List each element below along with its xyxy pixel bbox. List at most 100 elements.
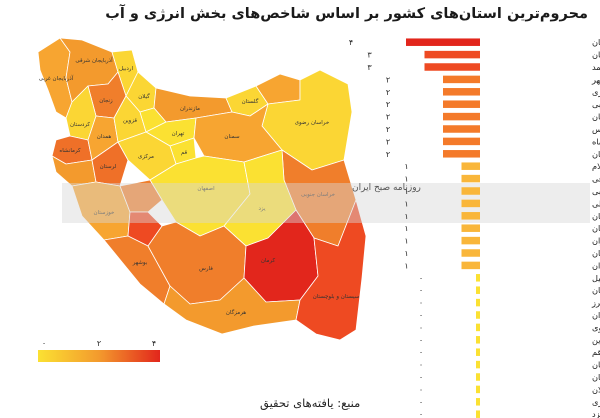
- province-semnan: [193, 103, 283, 163]
- bar: [424, 63, 480, 71]
- bar-value-label: ۰: [419, 286, 423, 295]
- category-label: ۲۹. گیلان: [592, 384, 600, 394]
- bar: [476, 286, 480, 294]
- map-label-zanjan: زنجان: [99, 98, 113, 104]
- bar: [461, 174, 480, 183]
- bar: [443, 125, 480, 133]
- bar: [443, 112, 480, 121]
- bar: [461, 224, 480, 232]
- map-label-yazd: یزد: [258, 206, 265, 212]
- category-label: ۱۶. سمنان: [592, 223, 600, 233]
- map-label-kordestan: کردستان: [70, 121, 90, 128]
- province-sistan: [295, 199, 367, 341]
- bar: [461, 212, 480, 220]
- category-label: ۵. چهارمحال وبختیاری: [592, 87, 600, 97]
- bar-value-label: ۱: [404, 162, 408, 171]
- bar: [461, 162, 480, 170]
- watermark-text: روزنامه صبح ایران: [352, 183, 421, 193]
- bar-value-label: ۰: [419, 299, 423, 308]
- bar: [461, 236, 480, 245]
- category-label: ۴. بوشهر: [591, 74, 600, 84]
- category-label: ۱۰. لرستان: [592, 149, 600, 159]
- map-label-gilan: گیلان: [138, 93, 150, 100]
- map-label-markazi: مرکزی: [138, 153, 154, 160]
- bar: [476, 348, 480, 356]
- bar-value-label: ۲: [386, 100, 390, 109]
- category-label: ۳. کهگیلویه و بویراحمد: [592, 62, 600, 72]
- map-label-sistan: سیستان و بلوچستان: [313, 294, 360, 300]
- bar-value-label: ۰: [419, 274, 423, 283]
- map-label-khorasan-razavi: خراسان رضوی: [295, 120, 330, 126]
- category-label: ۳۱. یزد: [592, 409, 600, 418]
- watermark-band: [62, 183, 590, 223]
- bar: [476, 360, 480, 369]
- map-label-khorasan-jonubi: خراسان جنوبی: [301, 192, 335, 198]
- category-label: ۲۰. اردبیل: [592, 273, 600, 283]
- category-label: ۲۸. گلستان: [592, 372, 600, 382]
- bar: [476, 336, 480, 344]
- map-label-isfahan: اصفهان: [197, 186, 215, 192]
- category-label: ۱۸. هرمزگان: [592, 248, 600, 258]
- map-label-khuzestan: خوزستان: [94, 210, 115, 216]
- bar-value-label: ۰: [419, 398, 423, 407]
- page-title: محروم‌ترین استان‌های کشور بر اساس شاخص‌ه…: [105, 6, 588, 22]
- category-label: ۲۵. قزوین: [592, 335, 600, 345]
- map-label-golestan: گلستان: [242, 98, 259, 105]
- map-label-semnan: سمنان: [224, 134, 240, 140]
- province-lorestan: [91, 141, 129, 187]
- bar: [476, 373, 480, 381]
- bar-value-label: ۲: [386, 113, 390, 122]
- category-label: ۱۹. همدان: [592, 260, 600, 270]
- bar: [461, 187, 480, 195]
- category-label: ۲۶. قم: [592, 347, 600, 357]
- bar: [443, 150, 480, 158]
- bar-value-label: ۲: [386, 125, 390, 134]
- bar-value-label: ۱: [404, 212, 408, 221]
- bar-value-label: ۲: [386, 150, 390, 159]
- map-label-mazandaran: مازندران: [180, 106, 200, 112]
- bar: [461, 199, 480, 208]
- bar: [461, 249, 480, 257]
- map-legend-tick-max: ۴: [152, 339, 156, 348]
- bar-value-label: ۳: [367, 51, 372, 60]
- bar: [424, 50, 480, 59]
- bar: [476, 398, 480, 406]
- bar-value-label: ۲: [386, 88, 390, 97]
- category-label: ۲. سیستان و بلوچستان: [592, 50, 600, 60]
- bar-value-label: ۱: [404, 187, 408, 196]
- bar: [476, 323, 480, 332]
- category-label: ۲۴. خراسان رضوی: [592, 322, 600, 332]
- bar-value-label: ۱: [404, 237, 408, 246]
- bar-value-label: ۰: [419, 373, 423, 382]
- bar-value-label: ۱: [404, 261, 408, 270]
- category-label: ۸. فارس: [592, 124, 600, 134]
- map-label-azar-gharbi: آذربایجان غربی: [39, 75, 74, 82]
- category-label: ۲۲. البرز: [591, 298, 600, 308]
- map-label-azar-sharqi: آذربایجان شرقی: [75, 57, 113, 64]
- category-label: ۱۴. خراسان شمالی: [592, 198, 600, 208]
- bar-value-label: ۱: [404, 199, 408, 208]
- bar-value-label: ۰: [419, 323, 423, 332]
- map-label-hormozgan: هرمزگان: [226, 309, 246, 316]
- map-label-qazvin: قزوین: [123, 118, 137, 124]
- map-label-qom: قم: [181, 150, 188, 156]
- category-label: ۷. زنجان: [592, 112, 600, 122]
- bar-value-label: ۱: [404, 224, 408, 233]
- bar-value-label: ۰: [419, 336, 423, 345]
- category-label: ۱۷. مازندران: [592, 236, 600, 246]
- bar-value-label: ۳: [367, 63, 372, 72]
- bar-value-label: ۰: [419, 410, 423, 418]
- category-label: ۶. خراسان جنوبی: [592, 99, 600, 109]
- category-label: ۱۵. خوزستان: [592, 211, 600, 221]
- bar: [406, 38, 480, 46]
- bar: [443, 88, 480, 96]
- bar: [476, 274, 480, 282]
- bar: [476, 410, 480, 418]
- bar: [476, 311, 480, 319]
- bar: [476, 298, 480, 307]
- category-label: ۳۰. مرکزی: [592, 397, 600, 407]
- map-label-ardabil: اردبیل: [119, 66, 133, 72]
- map-label-lorestan: لرستان: [100, 164, 117, 170]
